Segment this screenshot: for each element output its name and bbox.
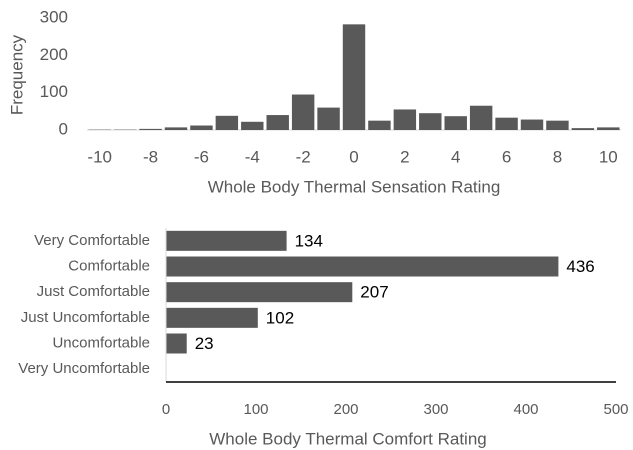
y-tick-label: 200 [40,45,68,64]
x-axis-title: Whole Body Thermal Sensation Rating [208,177,501,196]
y-tick-label: Uncomfortable [52,334,150,351]
x-tick-label: 0 [349,147,358,166]
y-tick-label: 0 [59,119,68,138]
x-axis-title: Whole Body Thermal Comfort Rating [209,429,486,448]
bar [166,307,258,328]
x-tick-label: 6 [502,147,511,166]
bar [342,24,366,131]
bar [546,120,569,130]
x-tick-label: 100 [243,401,268,418]
bar [266,115,289,130]
x-tick-label: 4 [451,147,460,166]
data-label: 436 [566,257,594,276]
y-tick-label: 100 [40,82,68,101]
x-tick-label: -8 [143,147,158,166]
x-tick-label: 8 [553,147,562,166]
x-tick-label: 200 [333,401,358,418]
y-tick-label: Very Comfortable [34,232,150,249]
y-tick-label: 300 [40,7,68,26]
x-tick-label: 2 [400,147,409,166]
y-tick-label: Just Comfortable [37,283,150,300]
x-tick-label: -10 [87,147,112,166]
bar [571,128,595,130]
bar [190,125,213,130]
x-tick-label: -4 [245,147,260,166]
bar [368,120,391,130]
bar [166,230,287,251]
bar [520,119,544,130]
bar [166,333,187,354]
x-tick-label: 0 [162,401,170,418]
bar [597,127,620,130]
bar [495,117,518,130]
bar [139,128,162,130]
bar [444,116,467,130]
x-tick-label: -6 [194,147,209,166]
bar [241,121,264,130]
data-label: 134 [295,231,323,250]
data-label: 207 [360,283,388,302]
bar [166,256,559,277]
bar [469,105,493,130]
x-tick-label: 10 [599,147,618,166]
x-tick-label: 500 [603,401,628,418]
y-tick-label: Comfortable [68,257,150,274]
x-tick-label: -2 [296,147,311,166]
bar [317,107,340,130]
y-tick-label: Just Uncomfortable [21,309,150,326]
x-tick-label: 400 [513,401,538,418]
bar [166,282,353,303]
bar [164,127,188,130]
bar [291,94,315,130]
y-tick-label: Very Uncomfortable [18,360,150,377]
y-axis-title: Frequency [7,34,26,115]
bar [393,109,417,130]
bar [215,115,239,130]
x-tick-label: 300 [423,401,448,418]
bar [419,113,442,130]
data-label: 23 [195,334,214,353]
data-label: 102 [266,308,294,327]
